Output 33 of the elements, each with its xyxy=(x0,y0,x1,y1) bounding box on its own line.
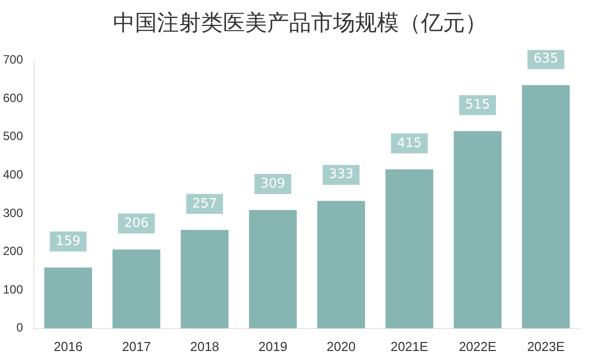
x-tick-label: 2017 xyxy=(122,338,151,354)
y-tick-label: 0 xyxy=(16,320,24,335)
data-label: 257 xyxy=(192,196,218,212)
y-tick-label: 600 xyxy=(2,90,24,105)
data-label: 635 xyxy=(533,51,558,66)
y-tick-label: 400 xyxy=(2,167,24,182)
bar xyxy=(44,267,92,328)
x-tick-label: 2018 xyxy=(190,338,220,354)
data-label: 333 xyxy=(328,167,354,182)
x-tick-label: 2022E xyxy=(458,338,497,354)
data-label: 206 xyxy=(124,216,149,231)
bar xyxy=(249,210,297,328)
bar xyxy=(180,230,229,328)
bar xyxy=(454,131,502,328)
y-tick-label: 500 xyxy=(2,129,24,144)
bar xyxy=(385,169,434,328)
x-tick-label: 2021E xyxy=(390,338,429,354)
bar xyxy=(522,85,570,328)
x-tick-label: 2016 xyxy=(54,338,83,354)
bar xyxy=(112,249,160,328)
x-tick-label: 2023E xyxy=(527,338,565,354)
y-tick-label: 300 xyxy=(2,206,24,220)
y-tick-label: 700 xyxy=(2,52,24,67)
x-tick-label: 2019 xyxy=(258,338,288,354)
data-label: 159 xyxy=(56,234,81,249)
y-tick-label: 200 xyxy=(2,244,24,258)
data-label: 415 xyxy=(396,136,422,151)
chart-title: 中国注射类医美产品市场规模（亿元） xyxy=(112,10,488,38)
data-label: 309 xyxy=(260,176,286,192)
y-tick-label: 100 xyxy=(2,282,24,296)
data-label: 515 xyxy=(465,97,490,112)
x-tick-label: 2020 xyxy=(326,338,356,354)
bar xyxy=(317,200,366,328)
